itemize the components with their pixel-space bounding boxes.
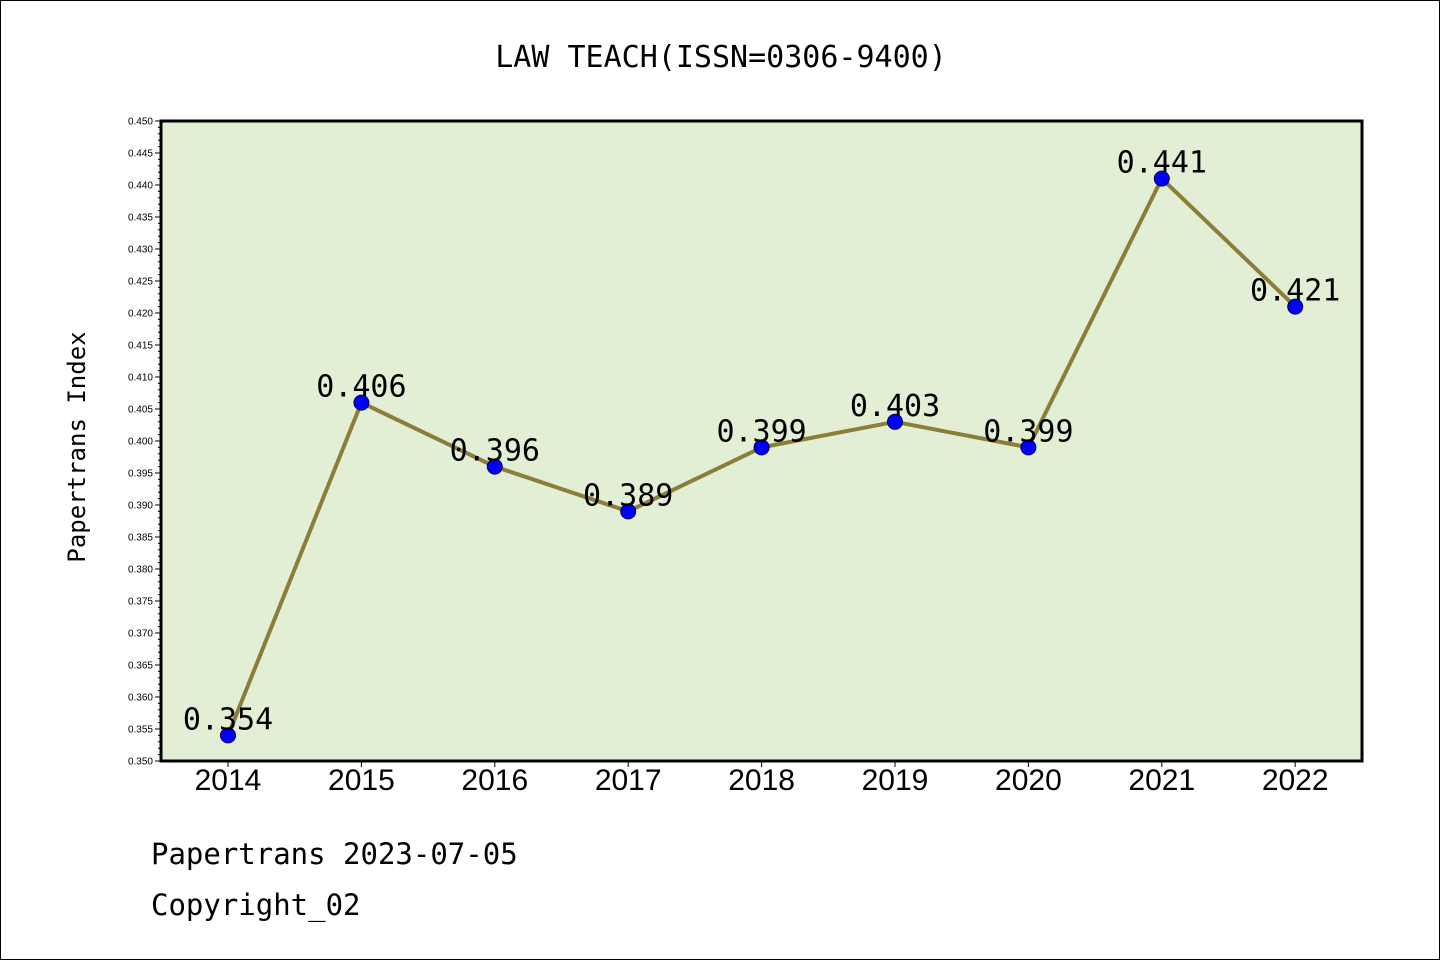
y-tick-label: 0.435 xyxy=(128,213,153,224)
data-point xyxy=(1020,439,1037,456)
data-point xyxy=(887,413,903,430)
y-tick-label: 0.380 xyxy=(128,565,153,576)
x-tick-label: 2014 xyxy=(195,764,262,797)
data-label: 0.354 xyxy=(183,702,273,737)
y-tick-label: 0.395 xyxy=(128,469,153,480)
y-tick-label: 0.450 xyxy=(128,117,153,128)
y-axis-label: Papertrans Index xyxy=(63,331,91,562)
data-point xyxy=(220,727,236,744)
data-point xyxy=(486,458,503,475)
x-tick-label: 2021 xyxy=(1128,764,1195,797)
data-label: 0.406 xyxy=(316,370,406,405)
y-tick-label: 0.365 xyxy=(128,661,153,672)
plot-border xyxy=(159,119,1364,763)
y-tick-label: 0.370 xyxy=(128,629,153,640)
y-axis: 0.350 0.355 0.360 0.365 0.370 0.375 0.380 0.385… xyxy=(128,117,161,768)
data-label: 0.441 xyxy=(1117,146,1207,181)
x-tick-label: 2015 xyxy=(328,764,395,797)
x-tick-label: 2018 xyxy=(728,764,795,797)
y-tick-label: 0.415 xyxy=(128,341,153,352)
data-point xyxy=(753,439,770,456)
y-tick-label: 0.360 xyxy=(128,693,153,704)
x-axis: 2014 2015 2016 2017 2018 2019 2020 2021 2022 xyxy=(195,761,1329,797)
x-tick-label: 2017 xyxy=(595,764,662,797)
data-point xyxy=(353,394,370,411)
series xyxy=(220,170,1304,744)
y-tick-label: 0.390 xyxy=(128,501,153,512)
y-tick-label: 0.440 xyxy=(128,181,153,192)
chart-title: LAW TEACH(ISSN=0306-9400) xyxy=(495,40,947,75)
data-label: 0.389 xyxy=(583,478,673,513)
data-labels: 0.354 0.406 0.396 0.389 0.399 0.403 0.399 0.441… xyxy=(183,146,1341,738)
data-point xyxy=(1287,298,1304,315)
footer-line-2: Copyright_02 xyxy=(151,888,361,923)
x-tick-label: 2016 xyxy=(461,764,528,797)
data-point xyxy=(620,503,637,520)
data-label: 0.421 xyxy=(1250,274,1340,309)
y-tick-label: 0.445 xyxy=(128,149,153,160)
y-tick-label: 0.355 xyxy=(128,725,153,736)
data-label: 0.399 xyxy=(716,414,806,449)
footer-line-1: Papertrans 2023-07-05 xyxy=(151,837,518,871)
data-label: 0.396 xyxy=(450,434,540,469)
x-tick-label: 2020 xyxy=(995,764,1062,797)
y-tick-label: 0.430 xyxy=(128,245,153,256)
y-tick-label: 0.385 xyxy=(128,533,153,544)
x-tick-label: 2019 xyxy=(862,764,929,797)
y-tick-label: 0.420 xyxy=(128,309,153,320)
data-point xyxy=(1153,170,1170,187)
x-tick-label: 2022 xyxy=(1262,764,1329,797)
y-tick-label: 0.350 xyxy=(128,757,153,768)
data-label: 0.399 xyxy=(983,414,1073,449)
y-tick-label: 0.425 xyxy=(128,277,153,288)
y-tick-label: 0.400 xyxy=(128,437,153,448)
y-tick-label: 0.405 xyxy=(128,405,153,416)
y-tick-label: 0.410 xyxy=(128,373,153,384)
y-tick-label: 0.375 xyxy=(128,597,153,608)
data-label: 0.403 xyxy=(850,389,940,424)
